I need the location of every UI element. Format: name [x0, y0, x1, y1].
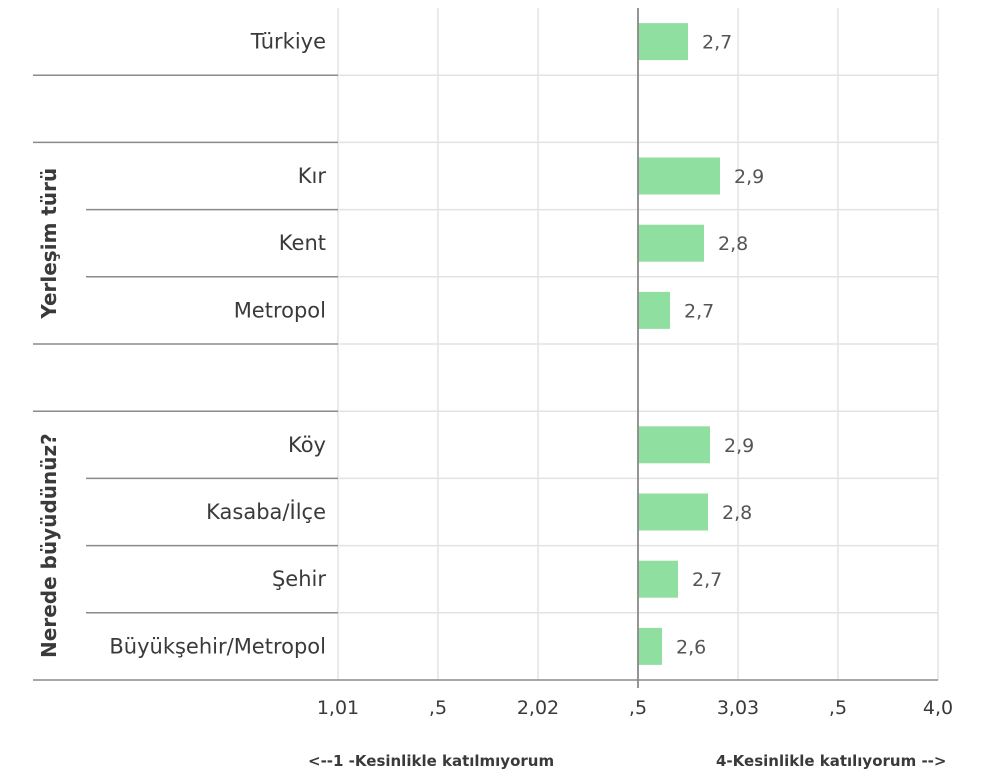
value-label-4: 2,7 — [684, 300, 714, 322]
category-label-0: Türkiye — [250, 30, 326, 54]
category-label-8: Şehir — [272, 567, 326, 591]
tick-label-6: 4,0 — [923, 697, 953, 719]
category-label-7: Kasaba/İlçe — [206, 499, 326, 524]
tick-label-5: ,5 — [829, 697, 847, 719]
footer-left-note: <--1 -Kesinlikle katılmıyorum — [308, 752, 555, 770]
category-label-2: Kır — [298, 164, 327, 188]
value-label-8: 2,7 — [692, 569, 722, 591]
category-label-6: Köy — [288, 433, 326, 457]
group-label-1: Nerede büyüdünüz? — [37, 433, 61, 658]
tick-label-2: 2,02 — [517, 697, 559, 719]
bar-6 — [638, 426, 710, 464]
bar-9 — [638, 627, 662, 665]
group-label-0: Yerleşim türü — [37, 168, 61, 320]
category-label-9: Büyükşehir/Metropol — [109, 634, 326, 658]
bar-3 — [638, 224, 704, 262]
bar-0 — [638, 23, 688, 61]
bar-4 — [638, 291, 670, 329]
value-label-6: 2,9 — [724, 435, 754, 457]
value-label-2: 2,9 — [734, 166, 764, 188]
category-label-3: Kent — [279, 231, 326, 255]
value-label-7: 2,8 — [722, 502, 752, 524]
value-labels: 2,7 2,9 2,8 2,7 2,9 2,8 2,7 2,6 — [676, 32, 764, 659]
bar-8 — [638, 560, 678, 598]
category-label-4: Metropol — [234, 298, 326, 322]
x-tick-labels: 1,01 ,5 2,02 ,5 3,03 ,5 4,0 — [317, 697, 953, 719]
value-label-0: 2,7 — [702, 32, 732, 54]
bar-7 — [638, 493, 708, 531]
group-labels: Yerleşim türü Nerede büyüdünüz? — [37, 168, 61, 658]
row-separators — [33, 74, 938, 681]
tick-label-3: ,5 — [629, 697, 647, 719]
category-labels: Türkiye Kır Kent Metropol Köy Kasaba/İlçe Şehi… — [109, 30, 326, 659]
tick-label-1: ,5 — [429, 697, 447, 719]
value-label-9: 2,6 — [676, 636, 706, 658]
footer-right-note: 4-Kesinlikle katılıyorum --> — [716, 752, 947, 770]
bar-2 — [638, 157, 720, 195]
tick-label-0: 1,01 — [317, 697, 359, 719]
bars — [638, 23, 720, 665]
tick-label-4: 3,03 — [717, 697, 759, 719]
value-label-3: 2,8 — [718, 233, 748, 255]
